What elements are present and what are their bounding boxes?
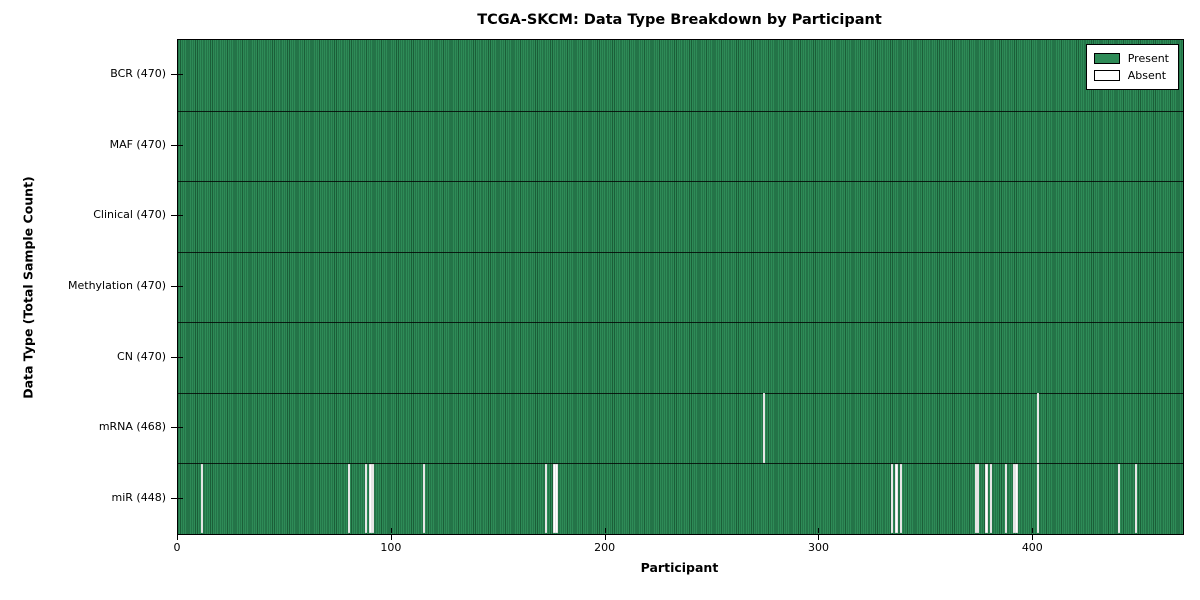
y-tick-mark-inner [178, 74, 183, 76]
x-tick-label-400: 400 [1021, 541, 1043, 554]
absent-stripe-miR [422, 463, 426, 534]
y-tick-label-MAF: MAF (470) [109, 137, 166, 151]
row-separator [178, 322, 1183, 324]
y-tick-label-BCR: BCR (470) [110, 67, 166, 81]
y-tick-mark-inner [178, 286, 183, 287]
y-tick-mark-inner [178, 356, 183, 358]
absent-stripe-miR [1117, 463, 1121, 534]
y-tick-mark-inner [178, 497, 183, 499]
x-tick-label-0: 0 [173, 541, 181, 554]
present-columns-background [178, 40, 1183, 534]
absent-stripe-miR [1015, 463, 1018, 534]
absent-stripe-miR [1004, 463, 1007, 534]
y-tick-label-Methylation: Methylation (470) [68, 279, 166, 292]
absent-stripe-miR [371, 463, 374, 534]
x-tick-mark [818, 534, 820, 540]
absent-stripe-miR [899, 463, 903, 534]
absent-stripe-miR [553, 463, 556, 534]
absent-stripe-miR [895, 463, 898, 534]
x-tick-label-100: 100 [380, 541, 402, 554]
y-tick-mark-inner [178, 427, 183, 429]
absent-stripe-miR [1013, 463, 1016, 534]
absent-stripe-mRNA [1036, 393, 1039, 463]
x-tick-label-300: 300 [807, 541, 829, 554]
chart-title: TCGA-SKCM: Data Type Breakdown by Partic… [477, 12, 882, 28]
absent-stripe-miR [1036, 463, 1039, 534]
y-tick-mark-inner [178, 144, 183, 146]
x-tick-mark-inner [818, 528, 820, 533]
x-tick-mark-inner [604, 528, 606, 533]
y-tick-mark-inner [178, 215, 183, 217]
x-tick-mark-inner [1032, 528, 1034, 533]
absent-stripe-miR [891, 463, 894, 534]
x-tick-label-200: 200 [594, 541, 616, 554]
absent-stripe-miR [985, 463, 988, 534]
x-tick-mark-inner [390, 528, 392, 533]
legend-label-present: Present [1127, 52, 1169, 65]
y-tick-mark [171, 286, 177, 287]
y-tick-label-Clinical: Clinical (470) [93, 208, 166, 222]
absent-stripe-miR [365, 463, 368, 534]
absent-stripe-miR [976, 463, 980, 534]
absent-stripe-miR [544, 463, 548, 534]
y-tick-label-CN: CN (470) [117, 349, 166, 363]
row-separator [178, 181, 1183, 183]
x-tick-mark-inner [177, 528, 178, 533]
legend-entry-present: Present [1093, 50, 1169, 67]
y-tick-label-mRNA: mRNA (468) [98, 420, 166, 434]
legend-entry-absent: Absent [1093, 67, 1169, 84]
x-tick-mark [604, 534, 606, 540]
y-tick-mark [171, 356, 177, 358]
absent-stripe-miR [989, 463, 992, 534]
legend-label-absent: Absent [1127, 69, 1167, 82]
absent-stripe-miR [369, 463, 372, 534]
y-tick-mark [171, 427, 177, 429]
absent-stripe-miR [348, 463, 351, 534]
x-tick-mark [390, 534, 392, 540]
x-axis-label: Participant [640, 560, 719, 575]
x-tick-mark [177, 534, 178, 540]
row-separator [178, 392, 1183, 394]
row-separator [178, 110, 1183, 112]
y-tick-label-miR: miR (448) [111, 490, 167, 504]
plot-area: Present Absent [177, 39, 1184, 535]
y-tick-mark [171, 74, 177, 76]
y-tick-mark [171, 144, 177, 146]
absent-stripe-mRNA [762, 393, 766, 463]
present-swatch-icon [1093, 53, 1120, 64]
absent-stripe-miR [200, 463, 203, 534]
row-separator [178, 463, 1183, 465]
row-separator [178, 251, 1183, 253]
absent-stripe-miR [555, 463, 558, 534]
y-tick-mark [171, 497, 177, 499]
legend: Present Absent [1085, 44, 1179, 90]
x-tick-mark [1032, 534, 1034, 540]
absent-stripe-miR [974, 463, 977, 534]
y-tick-mark [171, 215, 177, 217]
absent-swatch-icon [1093, 70, 1120, 81]
absent-stripe-miR [1134, 463, 1138, 534]
